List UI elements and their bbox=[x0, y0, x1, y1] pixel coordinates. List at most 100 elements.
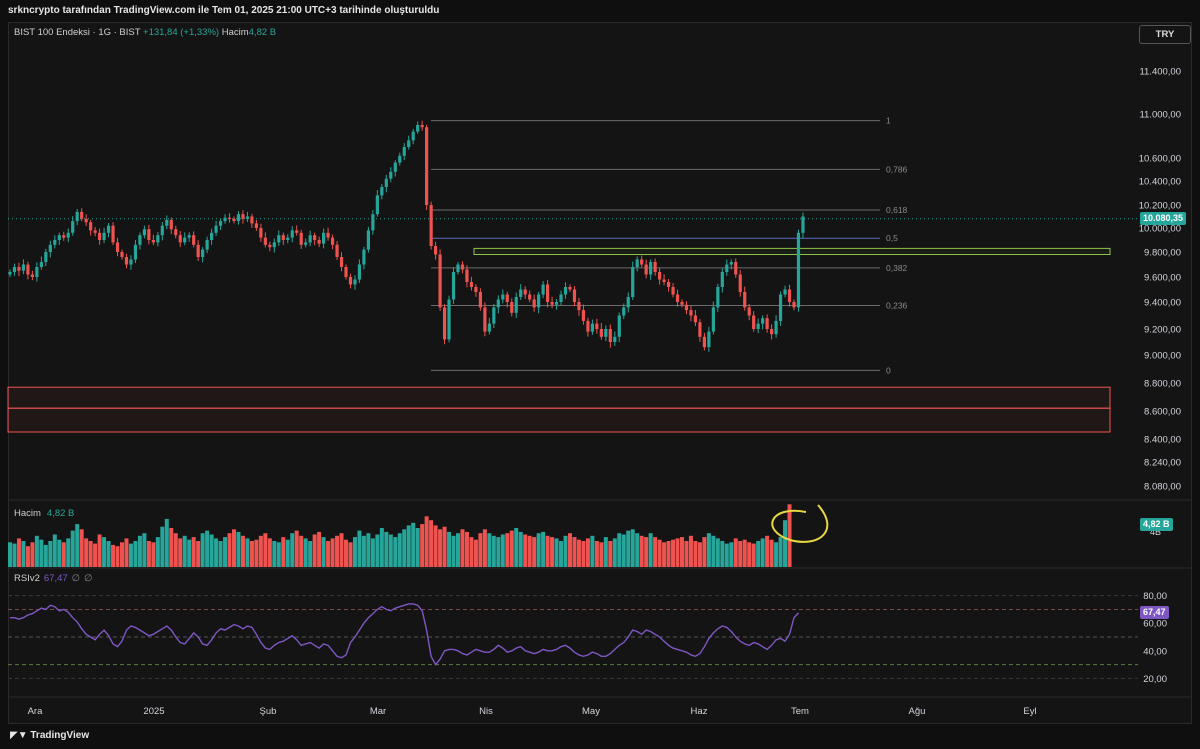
tradingview-logo[interactable]: ◤▼ TradingView bbox=[10, 730, 90, 741]
candle-body bbox=[680, 302, 684, 305]
candle-body bbox=[716, 287, 720, 308]
candle-body bbox=[35, 267, 39, 277]
volume-bar bbox=[196, 541, 201, 567]
candle-body bbox=[671, 287, 675, 295]
candle-body bbox=[62, 235, 66, 238]
candle-body bbox=[465, 269, 469, 282]
volume-value: 4,82 B bbox=[46, 508, 75, 519]
candle-body bbox=[501, 294, 505, 300]
candle-body bbox=[429, 205, 433, 246]
candle-body bbox=[389, 171, 393, 179]
candle-body bbox=[53, 240, 57, 245]
volume-bar bbox=[254, 539, 259, 567]
candle bbox=[398, 152, 402, 166]
volume-bar bbox=[402, 529, 407, 567]
volume-bar bbox=[25, 546, 30, 567]
volume-bar bbox=[178, 538, 183, 567]
candle-body bbox=[111, 225, 115, 243]
candle bbox=[801, 212, 805, 238]
candle bbox=[353, 275, 357, 290]
price-change: +131,84 (+1,33%) bbox=[143, 27, 220, 38]
candle bbox=[541, 281, 545, 299]
candle-body bbox=[156, 235, 160, 243]
volume-bar bbox=[482, 529, 487, 567]
volume-bar bbox=[554, 538, 559, 567]
candle bbox=[774, 315, 778, 338]
volume-bar bbox=[308, 541, 313, 567]
volume-bar bbox=[711, 535, 716, 567]
candle-body bbox=[21, 264, 26, 271]
candle bbox=[420, 120, 424, 131]
candle-body bbox=[604, 329, 608, 337]
candle-body bbox=[734, 262, 738, 275]
candle bbox=[604, 325, 608, 342]
volume-bar bbox=[438, 529, 443, 567]
volume-bar bbox=[550, 537, 555, 567]
volume-bar bbox=[124, 538, 129, 567]
candle-body bbox=[774, 320, 778, 335]
volume-bar bbox=[16, 538, 21, 567]
x-axis-label: Mar bbox=[370, 706, 386, 717]
volume-bar bbox=[115, 546, 120, 567]
candle-body bbox=[698, 322, 702, 337]
candle bbox=[8, 269, 12, 277]
candle bbox=[725, 259, 729, 276]
candle-body bbox=[572, 289, 577, 302]
volume-bar bbox=[303, 538, 308, 567]
rsi-extra-2: ∅ bbox=[83, 573, 93, 584]
candle-body bbox=[416, 125, 420, 132]
candle-body bbox=[675, 294, 680, 302]
candle bbox=[528, 290, 532, 303]
volume-bar bbox=[88, 541, 93, 567]
candle bbox=[658, 267, 662, 285]
volume-bar bbox=[617, 533, 622, 567]
candle bbox=[447, 295, 451, 343]
chart-panel[interactable] bbox=[8, 22, 1192, 724]
volume-bar bbox=[8, 542, 12, 567]
candle bbox=[770, 324, 774, 340]
candle bbox=[568, 284, 572, 292]
candle-body bbox=[581, 310, 586, 321]
candle-body bbox=[295, 230, 299, 233]
volume-bar bbox=[263, 533, 268, 567]
candle-body bbox=[263, 237, 267, 245]
volume-bar bbox=[281, 537, 286, 567]
candle-body bbox=[80, 211, 84, 219]
candle bbox=[80, 208, 84, 222]
volume-bar bbox=[500, 534, 505, 567]
candle bbox=[281, 232, 285, 245]
volume-bar bbox=[209, 534, 214, 567]
volume-bar bbox=[523, 534, 528, 567]
candle bbox=[322, 228, 326, 249]
candle bbox=[716, 283, 720, 312]
volume-bar bbox=[164, 518, 169, 567]
volume-bar bbox=[30, 542, 35, 567]
candle-body bbox=[528, 294, 532, 300]
candle bbox=[617, 312, 621, 343]
volume-bar bbox=[715, 538, 720, 567]
candle-body bbox=[631, 267, 635, 297]
rsi-legend: RSIv2 67,47 ∅ ∅ bbox=[14, 573, 92, 584]
candle bbox=[344, 264, 348, 280]
candle bbox=[66, 228, 70, 243]
volume-bar bbox=[473, 539, 478, 567]
volume-bar bbox=[411, 522, 416, 567]
currency-button[interactable]: TRY bbox=[1139, 25, 1191, 44]
candle bbox=[93, 227, 97, 237]
candle-body bbox=[106, 225, 111, 233]
volume-bar bbox=[464, 531, 469, 567]
volume-bar bbox=[693, 541, 698, 567]
volume-bar bbox=[294, 530, 299, 567]
volume-bar bbox=[496, 537, 501, 567]
candle bbox=[277, 230, 281, 246]
y-axis-label: 8.240,00 bbox=[1144, 458, 1181, 469]
candle bbox=[21, 259, 26, 275]
candle-body bbox=[649, 262, 653, 275]
candle bbox=[599, 323, 603, 340]
candle bbox=[89, 219, 93, 236]
candle-body bbox=[510, 302, 514, 313]
x-axis-label: Ağu bbox=[909, 706, 926, 717]
candle bbox=[492, 303, 496, 329]
candle-body bbox=[304, 242, 308, 245]
